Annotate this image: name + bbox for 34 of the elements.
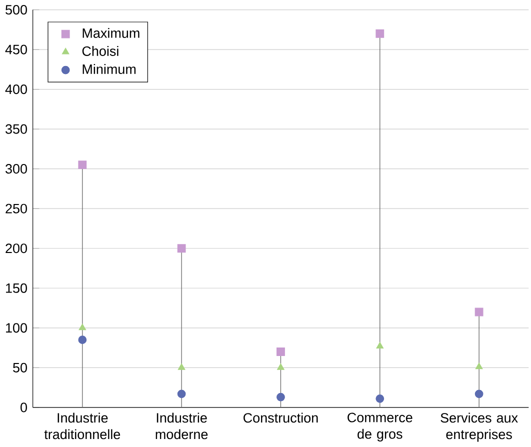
point (177, 390, 186, 398)
point (276, 392, 285, 402)
legend-label: Maximum (82, 28, 140, 38)
point (78, 324, 86, 330)
x-tick-label: Industrie moderne (156, 412, 208, 440)
point (474, 308, 484, 316)
point (474, 390, 484, 398)
y-tick-label: 350 (6, 124, 27, 134)
point (376, 394, 384, 403)
x-tick-label: Commerce de gros (348, 412, 412, 442)
x-tick-label: Industrie traditionnelle (44, 412, 120, 440)
y-tick-label: 450 (5, 44, 27, 54)
point (178, 364, 186, 370)
legend-label: Minimum (82, 64, 136, 74)
point (277, 364, 284, 370)
y-tick-label: 50 (13, 362, 27, 373)
y-tick-label: 400 (5, 84, 27, 94)
y-tick-label: 0 (20, 402, 27, 412)
x-tick-label: Services aux entreprises (440, 412, 518, 442)
y-tick-label: 250 (6, 204, 27, 214)
y-tick-label: 200 (6, 244, 27, 254)
point (78, 160, 87, 170)
point (376, 30, 384, 38)
point (78, 336, 87, 344)
point (177, 244, 186, 253)
y-tick-label: 500 (6, 5, 27, 15)
x-tick-label: Construction (244, 412, 318, 423)
y-tick-label: 300 (6, 164, 27, 174)
point (376, 342, 384, 349)
legend-label: Choisi (82, 46, 118, 56)
y-tick-label: 150 (6, 283, 27, 294)
point (276, 348, 285, 356)
y-tick-label: 100 (6, 323, 27, 333)
point (475, 362, 483, 370)
